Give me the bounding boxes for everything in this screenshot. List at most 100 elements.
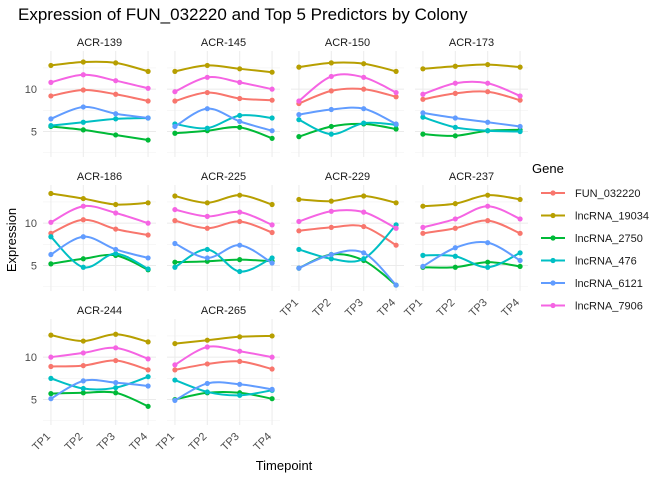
x-tick-label: TP2: [187, 431, 210, 454]
data-point: [296, 196, 302, 203]
data-point: [393, 225, 399, 231]
facet-strip-label: ACR-145: [201, 37, 246, 49]
data-point: [204, 225, 210, 231]
series-line: [50, 89, 149, 103]
legend-key-point: [550, 212, 556, 219]
data-point: [452, 115, 458, 121]
data-point: [452, 245, 458, 251]
data-point: [485, 192, 491, 198]
data-point: [269, 333, 275, 339]
y-tick-label: 10: [25, 218, 37, 230]
series-line: [298, 224, 397, 263]
data-point: [80, 119, 86, 125]
data-point: [237, 218, 243, 225]
data-point: [420, 66, 426, 72]
data-point: [113, 385, 119, 391]
panel-gridlines: [167, 319, 280, 425]
data-point: [296, 98, 302, 104]
series-line: [50, 236, 149, 270]
x-tick-label: TP3: [219, 431, 242, 454]
data-point: [204, 213, 210, 219]
data-point: [113, 111, 119, 117]
data-point: [420, 96, 426, 102]
data-point: [113, 357, 119, 364]
data-point: [517, 64, 523, 70]
data-point: [48, 123, 54, 129]
data-point: [237, 95, 243, 102]
data-point: [485, 128, 491, 134]
facet-panel: ACR-150: [291, 37, 404, 157]
data-point: [452, 90, 458, 96]
series-line: [50, 333, 149, 343]
data-point: [517, 123, 523, 130]
data-point: [80, 217, 86, 223]
legend-label: lncRNA_2750: [575, 233, 643, 245]
data-point: [237, 392, 243, 398]
data-point: [361, 106, 367, 112]
series-line: [50, 346, 149, 360]
series-line: [422, 261, 521, 269]
data-point: [145, 137, 151, 143]
series-line: [50, 218, 149, 237]
data-point: [361, 120, 367, 126]
data-point: [296, 265, 302, 271]
data-point: [420, 114, 426, 120]
data-point: [80, 87, 86, 93]
series-line: [50, 192, 149, 206]
data-point: [328, 224, 334, 230]
facet-strip-label: ACR-173: [449, 37, 494, 49]
legend: Gene FUN_032220 lncRNA_19034 lncRNA_2750ln…: [532, 161, 649, 313]
data-point: [48, 363, 54, 370]
series-line: [298, 61, 397, 73]
y-axis-label: Expression: [4, 208, 19, 272]
data-point: [517, 257, 523, 264]
data-point: [80, 264, 86, 270]
series-line: [174, 194, 273, 206]
data-point: [361, 86, 367, 92]
facet-strip-label: ACR-225: [201, 171, 246, 183]
data-point: [145, 339, 151, 345]
data-point: [48, 332, 54, 338]
data-point: [113, 251, 119, 257]
data-point: [328, 123, 334, 130]
data-point: [269, 354, 275, 360]
facet-panels: ACR-139 5 10 ACR-145 ACR-150 ACR-173 ACR-186 5 1…: [25, 37, 528, 453]
data-point: [269, 201, 275, 208]
data-point: [48, 190, 54, 197]
data-point: [237, 381, 243, 387]
data-point: [80, 104, 86, 110]
legend-label: lncRNA_476: [575, 256, 637, 268]
data-point: [80, 338, 86, 344]
data-point: [485, 264, 491, 270]
x-tick-label: TP2: [311, 297, 334, 320]
data-point: [269, 386, 275, 392]
x-tick-label: TP1: [154, 431, 177, 454]
data-point: [361, 250, 367, 256]
data-point: [204, 389, 210, 395]
y-tick-label: 5: [31, 127, 37, 139]
data-point: [172, 240, 178, 247]
data-point: [113, 91, 119, 97]
data-point: [393, 121, 399, 127]
data-point: [393, 89, 399, 96]
data-point: [296, 218, 302, 225]
data-point: [269, 260, 275, 266]
facet-panel: ACR-139 5 10: [25, 37, 156, 157]
data-point: [237, 79, 243, 85]
series-line: [50, 390, 149, 408]
facet-panel: ACR-173: [415, 37, 528, 157]
data-point: [237, 112, 243, 119]
x-tick-label: TP4: [127, 431, 150, 454]
series-line: [298, 122, 397, 138]
data-point: [328, 60, 334, 66]
data-point: [361, 256, 367, 262]
data-point: [172, 98, 178, 104]
data-point: [204, 200, 210, 206]
data-point: [296, 246, 302, 253]
data-point: [113, 116, 119, 122]
legend-item: lncRNA_2750: [541, 233, 643, 245]
data-point: [452, 80, 458, 86]
data-point: [237, 334, 243, 340]
data-point: [113, 380, 119, 386]
